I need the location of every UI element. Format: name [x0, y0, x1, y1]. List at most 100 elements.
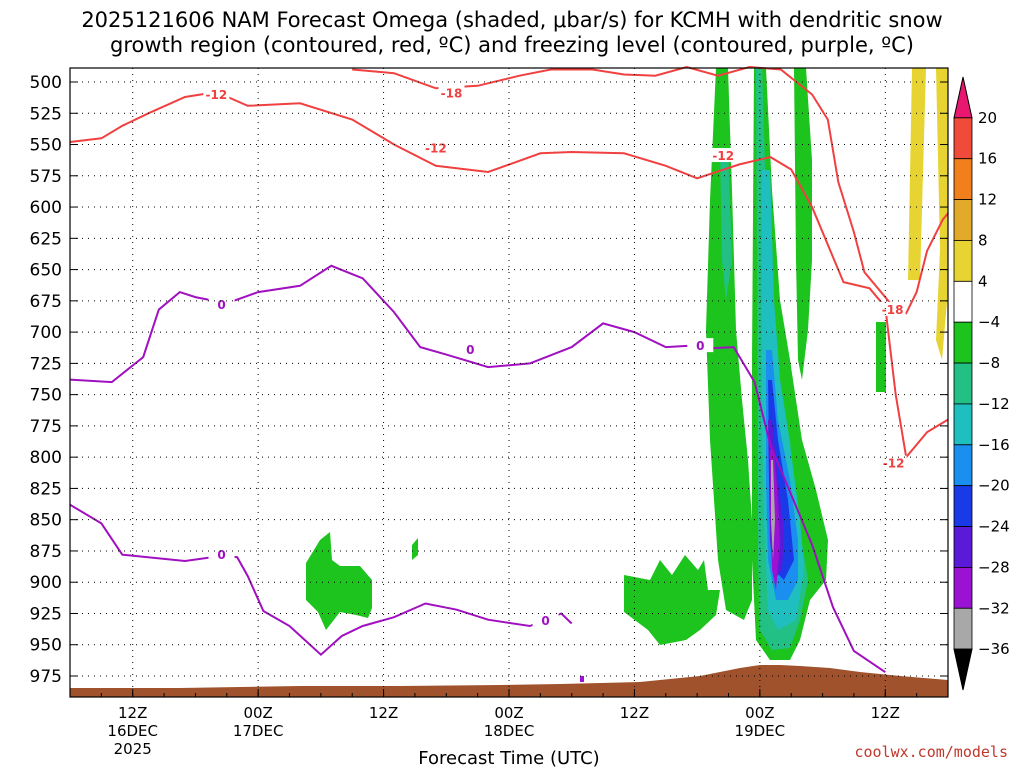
y-tick-label: 575 — [30, 167, 62, 187]
colorbar-label: −4 — [978, 313, 1000, 331]
colorbar-label: 16 — [978, 150, 997, 168]
x-tick-label: 00Z — [494, 704, 523, 722]
y-tick-label: 500 — [30, 73, 62, 93]
colorbar-label: 4 — [978, 272, 988, 290]
contour-label: -12 — [205, 88, 227, 102]
contour-label: -12 — [425, 142, 447, 156]
colorbar-swatch — [953, 158, 973, 201]
colorbar-label: 20 — [978, 109, 997, 127]
y-tick-label: 750 — [30, 386, 62, 406]
omega-region-green — [876, 322, 886, 392]
contour-label: -12 — [883, 457, 905, 471]
omega-region-gray — [771, 460, 775, 560]
colorbar-swatch — [953, 567, 973, 609]
omega-region-purple — [580, 676, 584, 682]
x-tick-label: 00Z — [745, 704, 774, 722]
colorbar-label: −28 — [978, 558, 1010, 576]
x-tick-date: 19DEC — [735, 722, 786, 740]
contour-labels: -12 -12 -12 -12 -18 -18 0 0 0 0 0 — [203, 85, 907, 628]
omega-region-yellow — [908, 68, 926, 280]
y-tick-label: 900 — [30, 573, 62, 593]
contour-label: 0 — [466, 343, 474, 357]
y-tick-label: 925 — [30, 604, 62, 624]
y-tick-label: 875 — [30, 542, 62, 562]
y-tick-label: 825 — [30, 479, 62, 499]
contour-label: 0 — [217, 298, 225, 312]
contour-label: -12 — [712, 149, 734, 163]
omega-region-green — [306, 532, 372, 630]
y-axis: 500 525 550 575 600 625 650 675 700 725 750 775 800 8… — [30, 73, 948, 687]
x-tick-label: 12Z — [871, 704, 900, 722]
colorbar-swatch — [953, 117, 973, 160]
y-tick-label: 625 — [30, 229, 62, 249]
colorbar-swatch — [953, 240, 973, 282]
gridlines — [70, 68, 948, 697]
contour-label-bg — [438, 85, 465, 100]
y-tick-label: 850 — [30, 511, 62, 531]
x-tick-label: 00Z — [243, 704, 272, 722]
colorbar-label: 12 — [978, 191, 997, 209]
contour-label-bg — [880, 455, 907, 470]
y-tick-label: 775 — [30, 417, 62, 437]
colorbar: 20 16 12 8 4 −4 −8 −12 −16 −20 −24 −28 −32 −36 — [953, 76, 1010, 691]
contour-label-bg — [203, 86, 230, 101]
colorbar-swatch — [953, 607, 973, 650]
colorbar-swatch — [953, 362, 973, 405]
colorbar-label: −36 — [978, 640, 1010, 658]
omega-region-green — [794, 68, 812, 380]
omega-region-green — [624, 555, 720, 645]
x-tick-date: 17DEC — [233, 722, 284, 740]
y-tick-label: 800 — [30, 448, 62, 468]
credit-text: coolwx.com/models — [854, 743, 1008, 761]
x-tick-date: 16DEC — [107, 722, 158, 740]
colorbar-label: 8 — [978, 231, 988, 249]
colorbar-swatch — [953, 403, 973, 446]
x-axis-label: Forecast Time (UTC) — [418, 748, 599, 768]
y-tick-label: 550 — [30, 136, 62, 156]
contour-label-bg — [687, 338, 714, 353]
omega-region-green — [412, 538, 418, 560]
y-tick-label: 725 — [30, 354, 62, 374]
colorbar-cap-bottom — [953, 648, 973, 691]
y-tick-label: 975 — [30, 667, 62, 687]
y-tick-label: 675 — [30, 292, 62, 312]
omega-region-green — [706, 68, 752, 620]
terrain — [70, 665, 948, 697]
y-tick-label: 950 — [30, 636, 62, 656]
colorbar-label: −8 — [978, 354, 1000, 372]
colorbar-swatch — [953, 321, 973, 364]
omega-region-yellow — [936, 68, 948, 360]
contour-label-bg — [208, 296, 235, 311]
colorbar-swatch — [953, 280, 973, 323]
contour-freezing-level-0-upper- — [69, 264, 886, 674]
x-tick-label: 12Z — [369, 704, 398, 722]
x-tick-year: 2025 — [114, 740, 152, 758]
contour-label: 0 — [541, 614, 549, 628]
colorbar-label: −12 — [978, 395, 1010, 413]
contour-label-bg — [208, 546, 235, 561]
colorbar-label: −20 — [978, 477, 1010, 495]
colorbar-label: −32 — [978, 599, 1010, 617]
colorbar-swatch — [953, 526, 973, 568]
contour-label: -18 — [441, 87, 463, 101]
chart-title-line1: 2025121606 NAM Forecast Omega (shaded, μ… — [81, 8, 942, 32]
colorbar-label: −24 — [978, 518, 1010, 536]
contour-freezing-level-0-lower- — [69, 503, 573, 657]
contour-label-bg — [457, 341, 484, 356]
colorbar-swatch — [953, 199, 973, 241]
y-tick-label: 700 — [30, 323, 62, 343]
chart-title-line2: growth region (contoured, red, ºC) and f… — [110, 33, 914, 57]
x-tick-label: 12Z — [118, 704, 147, 722]
contour-label: -18 — [882, 303, 904, 317]
y-tick-label: 650 — [30, 261, 62, 281]
omega-region-teal — [720, 150, 732, 300]
contour-label: 0 — [696, 339, 704, 353]
colorbar-label: −16 — [978, 436, 1010, 454]
colorbar-swatch — [953, 444, 973, 487]
y-tick-label: 600 — [30, 198, 62, 218]
x-tick-label: 12Z — [620, 704, 649, 722]
contour-label-bg — [710, 148, 737, 163]
